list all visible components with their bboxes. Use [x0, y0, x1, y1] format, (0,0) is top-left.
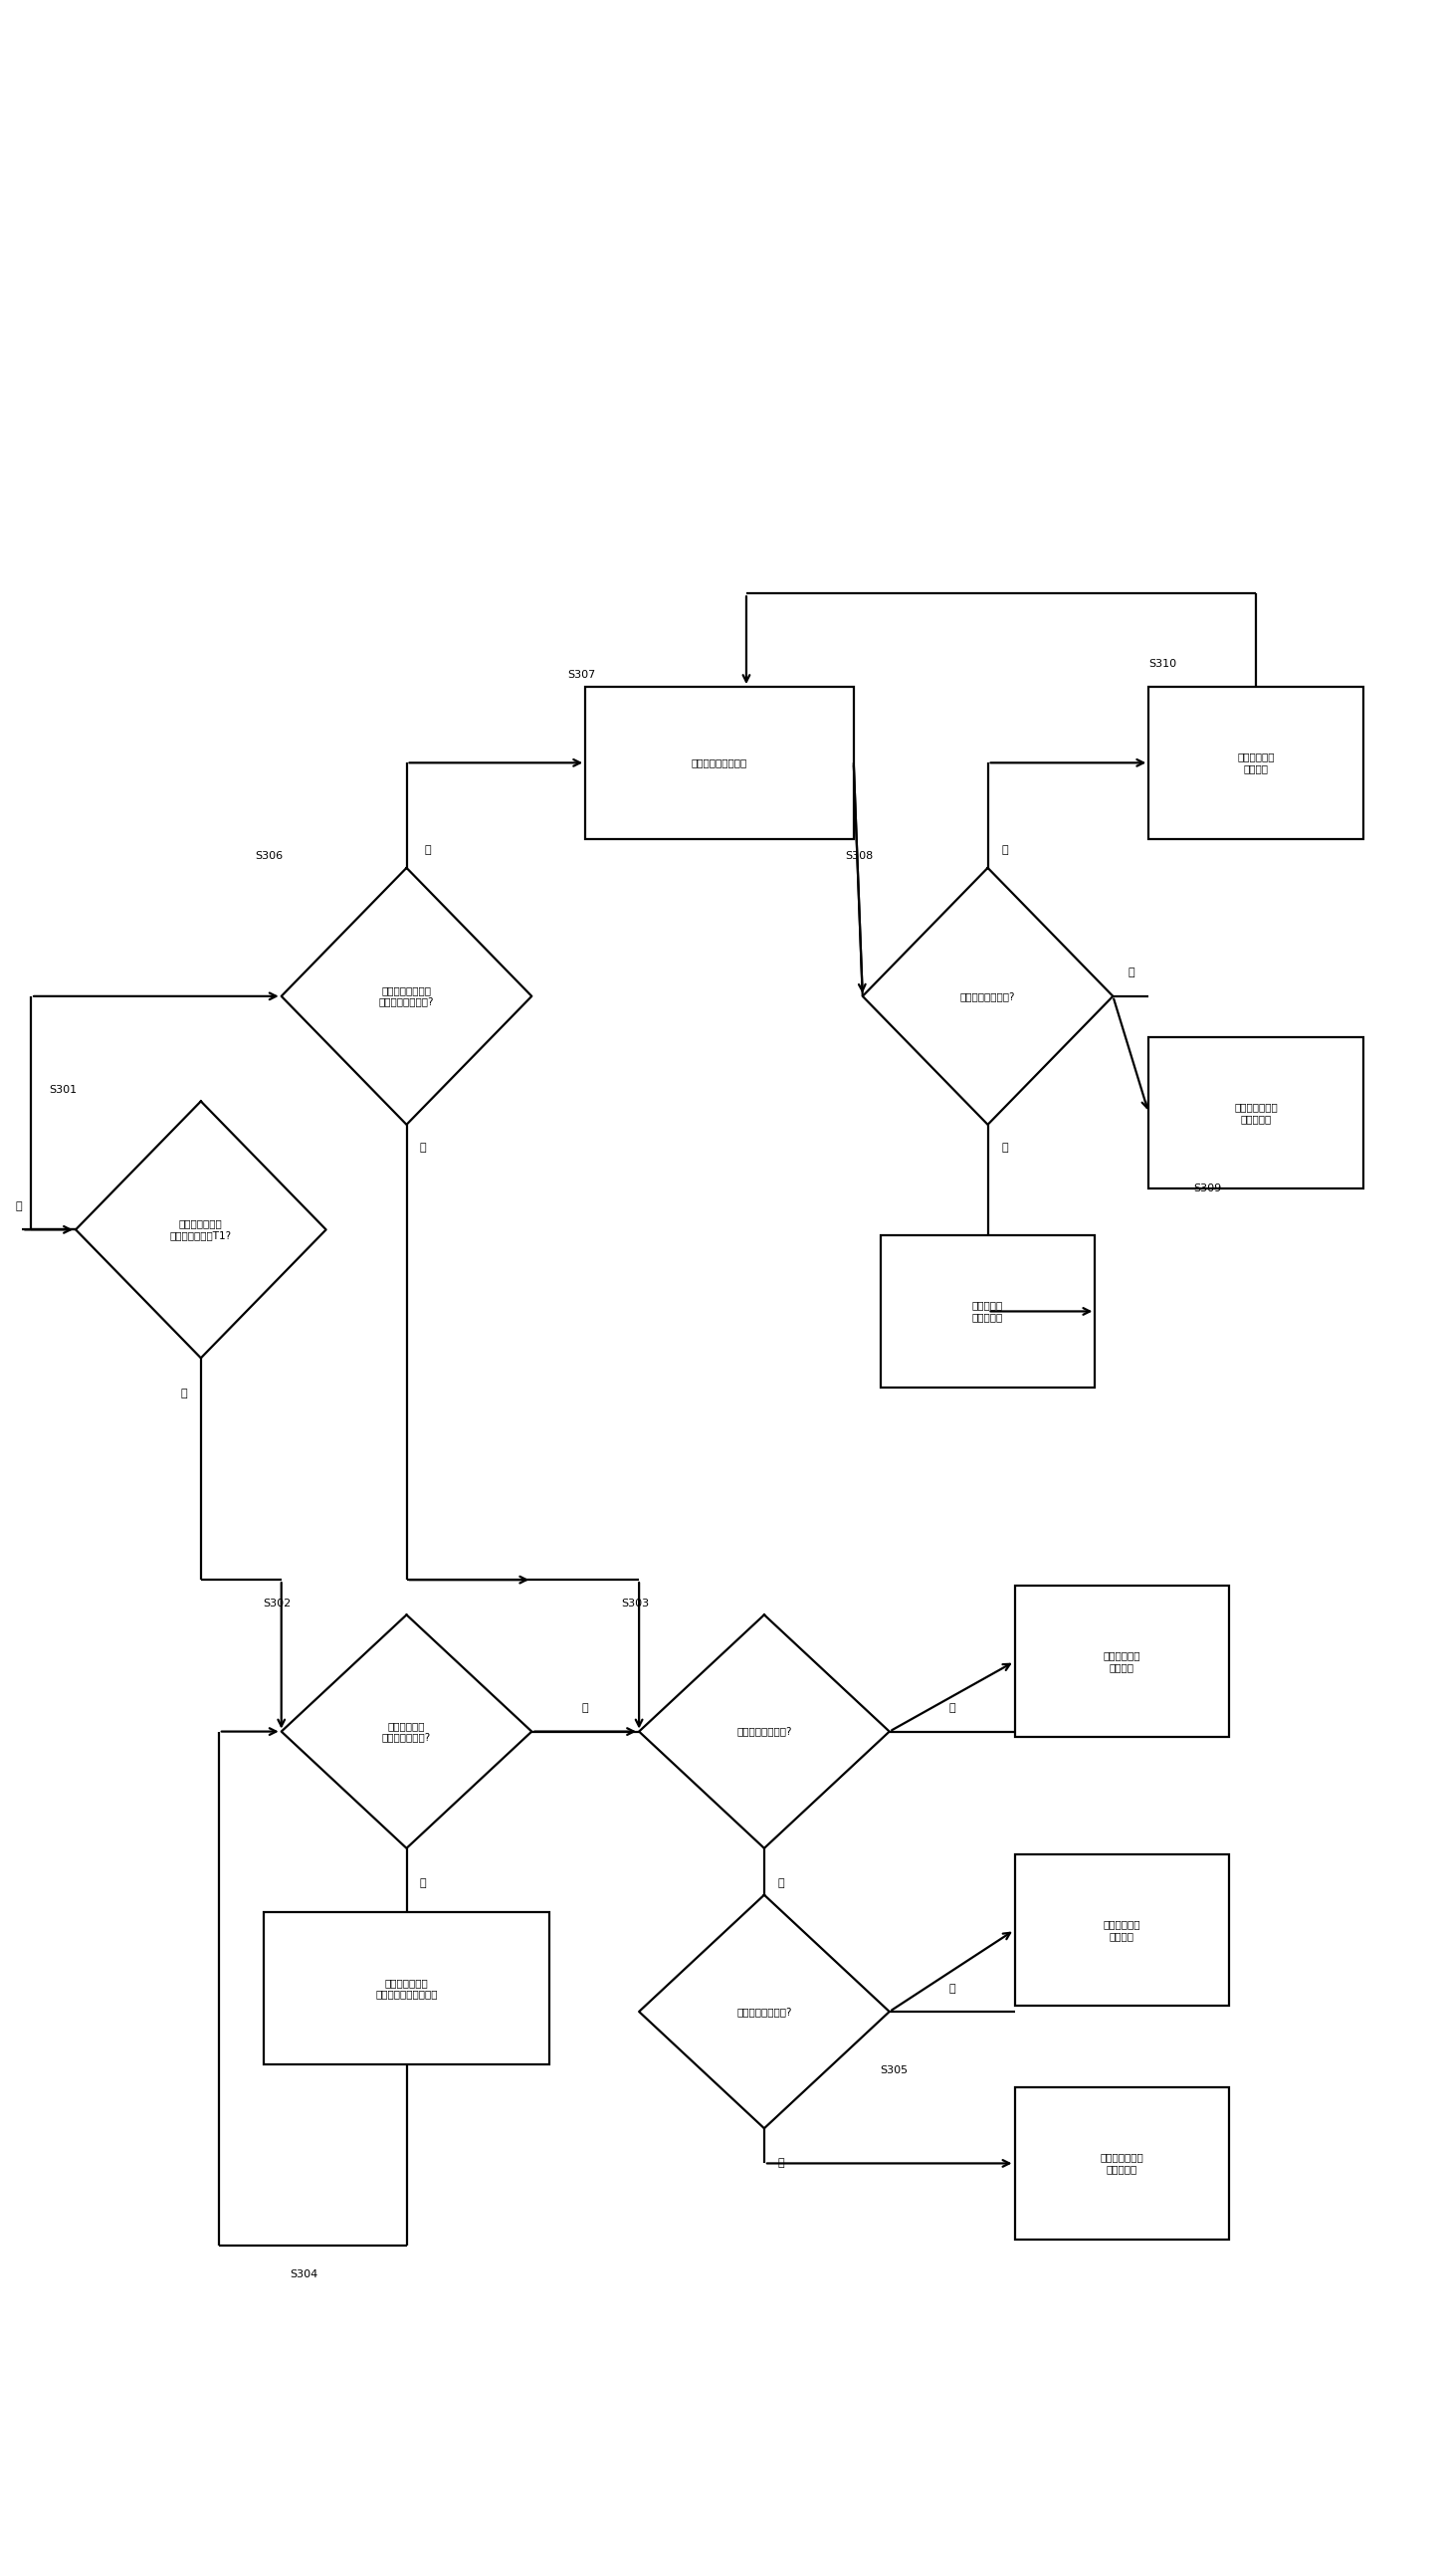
FancyBboxPatch shape: [1014, 1855, 1229, 2007]
Text: 是: 是: [777, 1878, 784, 1888]
Text: 是: 是: [420, 1878, 426, 1888]
Text: 是: 是: [420, 1144, 426, 1154]
Text: 否: 否: [425, 845, 432, 855]
Text: 一个以上子块的
帧间是否距小于T1?: 一个以上子块的 帧间是否距小于T1?: [170, 1218, 232, 1242]
Text: S305: S305: [881, 2066, 908, 2074]
Text: S301: S301: [49, 1084, 76, 1095]
Text: S304: S304: [291, 2269, 318, 2280]
Text: S309: S309: [1193, 1185, 1222, 1193]
Polygon shape: [639, 1896, 889, 2128]
Text: 计算相邻帧间标准差: 计算相邻帧间标准差: [692, 757, 747, 768]
FancyBboxPatch shape: [263, 1911, 550, 2063]
Text: 否: 否: [1002, 845, 1007, 855]
Polygon shape: [639, 1615, 889, 1847]
Text: 判断该帧是否为
黑屏结束帧: 判断该帧是否为 黑屏结束帧: [1235, 1103, 1278, 1123]
Text: 否: 否: [581, 1703, 589, 1713]
FancyBboxPatch shape: [1014, 1587, 1229, 1736]
Text: 该帧是否完全黑屏?: 该帧是否完全黑屏?: [960, 992, 1016, 1002]
Text: S310: S310: [1148, 659, 1177, 670]
Text: 该帧是否完全黑屏?: 该帧是否完全黑屏?: [737, 2007, 791, 2017]
Polygon shape: [282, 868, 532, 1126]
Text: S303: S303: [622, 1597, 649, 1607]
Text: 该帧是否完全黑屏?: 该帧是否完全黑屏?: [737, 1726, 791, 1736]
Text: 判断该帧是否为
镜头渐变过程的结束帧: 判断该帧是否为 镜头渐变过程的结束帧: [376, 1978, 437, 1999]
FancyBboxPatch shape: [1148, 688, 1363, 840]
Text: 是: 是: [777, 2159, 784, 2169]
Polygon shape: [282, 1615, 532, 1847]
FancyBboxPatch shape: [1014, 2087, 1229, 2239]
Text: 该帧没有发生
镜头变化: 该帧没有发生 镜头变化: [1104, 1651, 1141, 1672]
Text: S308: S308: [845, 850, 873, 860]
Text: 是: 是: [181, 1388, 187, 1399]
Polygon shape: [862, 868, 1112, 1126]
Text: 否: 否: [16, 1200, 22, 1211]
Text: S302: S302: [263, 1597, 292, 1607]
Text: S307: S307: [567, 670, 596, 680]
Text: S306: S306: [255, 850, 282, 860]
Polygon shape: [76, 1103, 327, 1358]
Text: 该帧为镜头
切换变换帧: 该帧为镜头 切换变换帧: [973, 1301, 1003, 1321]
Text: 该帧是否满足发生
镜头切换所需条件?: 该帧是否满足发生 镜头切换所需条件?: [378, 987, 435, 1007]
Text: 否: 否: [948, 1984, 955, 1994]
FancyBboxPatch shape: [586, 688, 853, 840]
Text: 否: 否: [948, 1703, 955, 1713]
Text: 判断该帧是否为
黑屏结束帧: 判断该帧是否为 黑屏结束帧: [1101, 2154, 1144, 2174]
FancyBboxPatch shape: [1148, 1038, 1363, 1188]
Text: 该帧是否处于
镜头渐变过程中?: 该帧是否处于 镜头渐变过程中?: [381, 1721, 432, 1741]
Text: 是: 是: [1002, 1144, 1007, 1154]
Text: 该帧没有发生
镜头变化: 该帧没有发生 镜头变化: [1238, 752, 1275, 773]
FancyBboxPatch shape: [881, 1236, 1095, 1388]
Text: 是: 是: [1128, 969, 1134, 979]
Text: 该帧没有发生
镜头变化: 该帧没有发生 镜头变化: [1104, 1919, 1141, 1940]
